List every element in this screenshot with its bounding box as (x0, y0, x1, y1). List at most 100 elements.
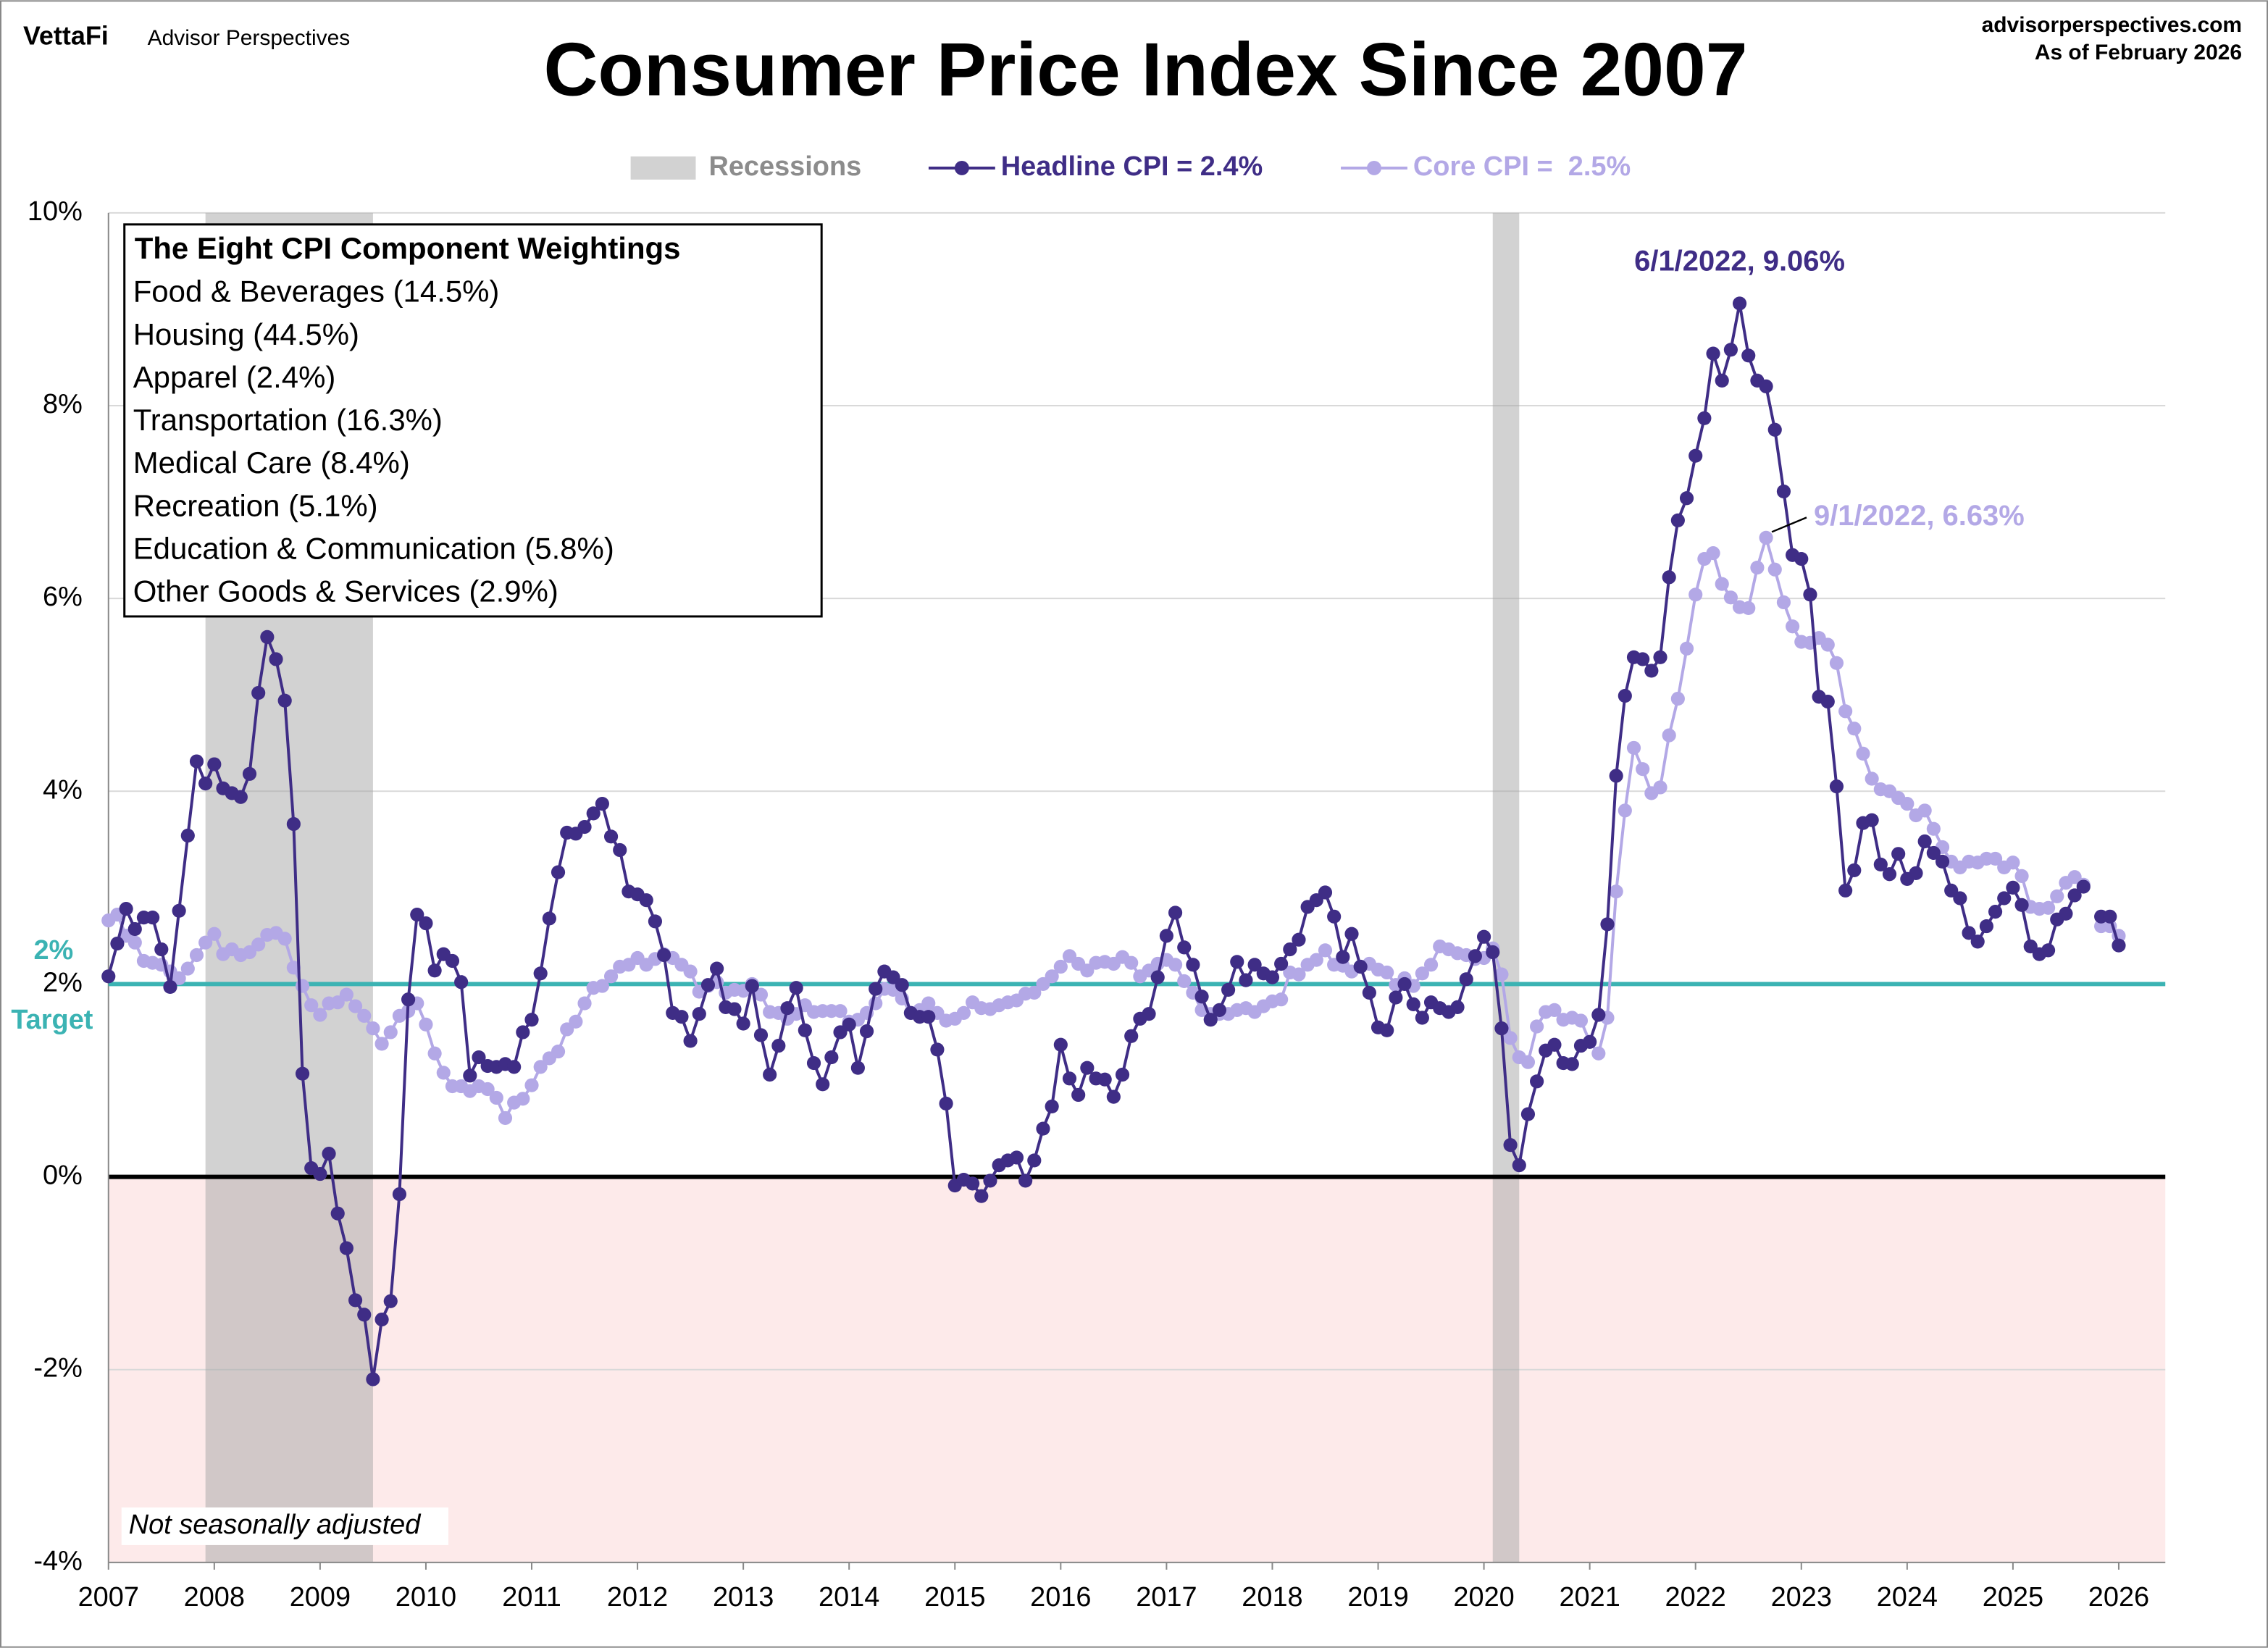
data-point (577, 819, 592, 835)
data-point (172, 971, 186, 986)
data-point (1662, 728, 1676, 743)
x-tick-label: 2013 (713, 1582, 774, 1613)
data-point (1071, 1087, 1086, 1103)
data-point (1265, 970, 1280, 984)
data-point (683, 964, 698, 979)
data-point (956, 1005, 971, 1020)
data-point (1715, 373, 1729, 388)
data-point (1494, 1021, 1509, 1036)
data-point (1856, 746, 1870, 761)
data-point (1926, 821, 1941, 836)
box-item: Other Goods & Services (2.9%) (133, 574, 558, 608)
data-point (233, 790, 248, 804)
data-point (251, 685, 266, 700)
data-point (198, 777, 213, 791)
data-point (1274, 992, 1289, 1007)
data-point (1292, 967, 1306, 982)
data-point (569, 1014, 583, 1029)
data-point (427, 1046, 442, 1061)
data-point (603, 969, 619, 984)
data-point (1274, 956, 1289, 971)
legend-marker (954, 160, 969, 175)
legend-swatch (630, 156, 696, 180)
data-point (1820, 637, 1835, 652)
data-point (2103, 909, 2117, 924)
data-point (1900, 797, 1915, 811)
data-point (595, 979, 609, 993)
data-point (1732, 296, 1747, 311)
data-point (189, 754, 204, 769)
data-point (798, 1023, 812, 1037)
y-tick-label: 6% (43, 582, 83, 612)
data-point (2014, 869, 2029, 883)
x-tick-label: 2023 (1771, 1582, 1832, 1613)
data-point (1380, 965, 1394, 980)
data-point (348, 1293, 363, 1308)
x-tick-label: 2011 (502, 1582, 561, 1613)
data-point (850, 1061, 865, 1075)
data-point (383, 1025, 398, 1040)
x-tick-label: 2018 (1242, 1582, 1302, 1613)
data-point (1970, 934, 1985, 949)
publisher: Advisor Perspectives (148, 26, 351, 50)
data-point (1591, 1046, 1606, 1061)
data-point (154, 942, 169, 957)
data-point (1706, 346, 1720, 361)
data-point (1953, 891, 1967, 905)
data-point (1891, 847, 1906, 861)
data-point (1124, 955, 1139, 970)
target-label: Target (11, 1005, 93, 1035)
data-point (1520, 1107, 1536, 1121)
x-tick-label: 2012 (607, 1582, 668, 1613)
data-point (1053, 959, 1068, 974)
data-point (806, 1055, 821, 1071)
data-point (771, 1039, 786, 1053)
data-point (1786, 619, 1800, 634)
data-point (1670, 513, 1685, 527)
data-point (639, 893, 653, 908)
data-point (339, 1241, 353, 1255)
data-point (454, 975, 469, 990)
data-point (1344, 927, 1359, 941)
data-point (1909, 866, 1923, 880)
data-point (895, 978, 909, 992)
data-point (710, 961, 724, 976)
data-point (2041, 943, 2056, 958)
data-point (1829, 656, 1844, 670)
data-point (1865, 813, 1879, 827)
data-point (1194, 990, 1209, 1004)
x-tick-label: 2024 (1877, 1582, 1938, 1613)
data-point (1397, 976, 1412, 992)
x-tick-label: 2026 (2088, 1582, 2149, 1613)
data-point (445, 953, 460, 969)
y-tick-label: 8% (43, 389, 83, 419)
data-point (1124, 1029, 1139, 1043)
data-point (921, 1010, 936, 1024)
annotation: 6/1/2022, 9.06% (1634, 246, 1845, 277)
y-tick-label: -2% (33, 1353, 82, 1384)
box-item: Medical Care (8.4%) (133, 446, 410, 480)
data-point (1838, 883, 1853, 898)
data-point (1212, 1003, 1227, 1017)
data-point (207, 757, 222, 771)
data-point (180, 828, 195, 843)
data-point (277, 693, 292, 708)
data-point (1583, 1034, 1597, 1049)
data-point (1626, 740, 1641, 755)
data-point (1636, 652, 1650, 666)
data-point (1794, 551, 1809, 566)
data-point (277, 932, 292, 946)
data-point (1767, 562, 1782, 577)
data-point (119, 902, 133, 916)
data-point (489, 1090, 503, 1105)
weightings-box (123, 223, 823, 618)
y-tick-label: 2% (43, 967, 83, 997)
data-point (295, 1066, 310, 1081)
data-point (313, 1167, 327, 1181)
data-point (1882, 867, 1897, 882)
data-point (1380, 1023, 1394, 1037)
data-point (869, 982, 883, 996)
data-point (533, 966, 548, 981)
data-point (1865, 771, 1879, 786)
data-point (613, 842, 627, 858)
